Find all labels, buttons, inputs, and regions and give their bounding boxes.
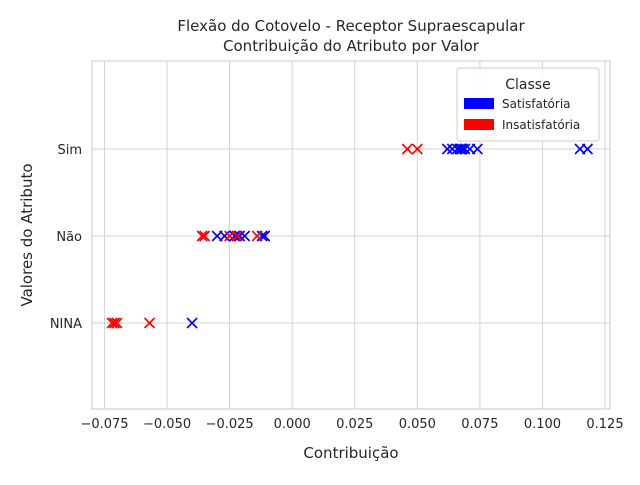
x-tick-label: −0.025: [206, 417, 254, 432]
x-axis-label: Contribuição: [303, 444, 398, 462]
y-axis-ticks: NINA Não Sim: [50, 143, 82, 332]
data-point: [106, 317, 118, 329]
legend: Classe Satisfatória Insatisfatória: [456, 67, 600, 142]
data-point: [471, 143, 483, 155]
data-point: [441, 143, 453, 155]
data-point: [196, 230, 208, 242]
data-point: [454, 143, 466, 155]
data-point: [234, 230, 246, 242]
data-point: [401, 143, 413, 155]
data-point: [111, 317, 123, 329]
x-tick-label: −0.050: [143, 417, 191, 432]
y-tick-label: NINA: [50, 317, 82, 332]
x-axis-ticks: −0.075 −0.050 −0.025 0.000 0.025 0.050 0.075 0.…: [80, 417, 623, 432]
data-point: [199, 230, 211, 242]
legend-swatch-insatisfatoria: [464, 119, 494, 130]
plot-frame: [91, 60, 611, 410]
data-point: [229, 230, 241, 242]
data-point: [143, 317, 156, 329]
legend-title: Classe: [505, 77, 550, 93]
data-point: [459, 143, 471, 155]
chart-title-line1: Flexão do Cotovelo - Receptor Supraescap…: [177, 17, 525, 35]
data-point: [581, 143, 594, 155]
chart-title-line2: Contribuição do Atributo por Valor: [223, 37, 480, 55]
x-tick-label: 0.100: [524, 417, 561, 432]
data-point: [231, 230, 243, 242]
data-point: [108, 317, 121, 329]
data-points: [106, 143, 594, 329]
x-tick-label: 0.025: [336, 417, 373, 432]
x-tick-label: 0.050: [399, 417, 436, 432]
x-tick-label: 0.075: [461, 417, 498, 432]
legend-swatch-satisfatoria: [464, 98, 494, 109]
y-tick-label: Não: [56, 230, 82, 245]
x-tick-label: 0.125: [586, 417, 623, 432]
data-point: [256, 230, 268, 242]
data-point: [411, 143, 423, 155]
data-point: [186, 317, 198, 329]
legend-label-insatisfatoria: Insatisfatória: [502, 118, 580, 132]
x-tick-label: 0.000: [274, 417, 311, 432]
legend-label-satisfatoria: Satisfatória: [502, 97, 571, 111]
y-tick-label: Sim: [57, 143, 82, 158]
x-tick-label: −0.075: [80, 417, 128, 432]
data-point: [251, 230, 263, 242]
data-point: [219, 230, 231, 242]
y-axis-label: Valores do Atributo: [18, 163, 36, 306]
